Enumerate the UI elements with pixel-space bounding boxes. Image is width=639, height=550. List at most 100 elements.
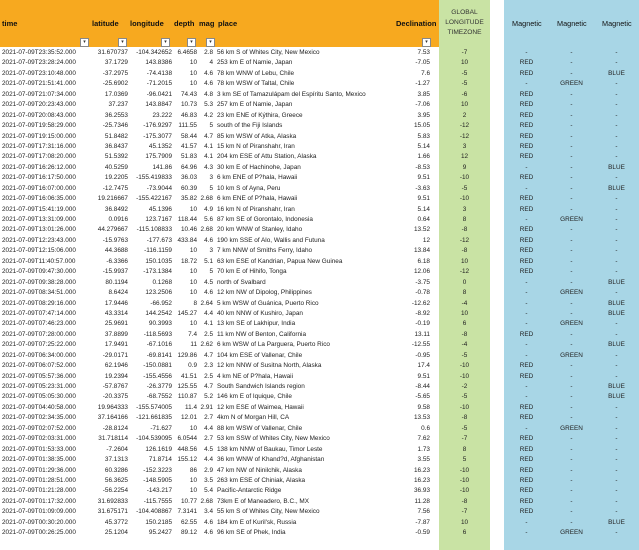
cell-mag[interactable]: 4.6 bbox=[204, 69, 213, 77]
cell-latitude[interactable]: 36.2553 bbox=[104, 111, 128, 119]
cell-depth[interactable]: 111.55 bbox=[178, 122, 197, 130]
cell-place[interactable]: 88 km WSW of Vallenar, Chile bbox=[217, 424, 303, 432]
cell-depth[interactable]: 6.4658 bbox=[177, 49, 197, 56]
cell-timezone[interactable]: 10 bbox=[460, 309, 469, 317]
cell-longitude[interactable]: -96.0421 bbox=[146, 90, 172, 98]
cell-timezone[interactable]: -5 bbox=[461, 424, 468, 432]
cell-magnetic-2[interactable]: - bbox=[570, 49, 573, 56]
cell-declination[interactable]: 16.23 bbox=[414, 466, 430, 474]
cell-magnetic-2[interactable]: - bbox=[570, 508, 573, 516]
cell-magnetic-1[interactable]: RED bbox=[519, 330, 534, 338]
cell-mag[interactable]: 4.4 bbox=[204, 456, 213, 464]
filter-button-time[interactable]: ▾ bbox=[80, 38, 89, 47]
cell-declination[interactable]: -7.06 bbox=[415, 101, 430, 109]
cell-magnetic-3[interactable]: - bbox=[615, 435, 618, 443]
cell-latitude[interactable]: -37.2975 bbox=[102, 69, 128, 77]
cell-place[interactable]: 63 km ESE of Kandrian, Papua New Guinea bbox=[217, 257, 343, 265]
cell-magnetic-3[interactable]: BLUE bbox=[608, 383, 625, 390]
cell-magnetic-1[interactable]: RED bbox=[519, 132, 534, 140]
cell-mag[interactable]: 3.5 bbox=[204, 476, 213, 484]
cell-declination[interactable]: -8.92 bbox=[415, 309, 430, 317]
cell-declination[interactable]: 13.52 bbox=[414, 226, 430, 234]
cell-depth[interactable]: 10 bbox=[189, 320, 197, 328]
cell-magnetic-3[interactable]: - bbox=[615, 142, 618, 150]
cell-place[interactable]: 70 km E of Hihifo, Tonga bbox=[217, 268, 287, 276]
cell-declination[interactable]: -3.63 bbox=[415, 184, 430, 192]
cell-longitude[interactable]: -115.108833 bbox=[136, 226, 172, 234]
cell-depth[interactable]: 10 bbox=[189, 69, 197, 77]
cell-timezone[interactable]: -10 bbox=[459, 487, 470, 495]
cell-magnetic-3[interactable]: BLUE bbox=[608, 299, 625, 307]
cell-time[interactable]: 2021-07-09T20:08:43.000 bbox=[2, 111, 76, 119]
cell-latitude[interactable]: -25.6902 bbox=[102, 80, 128, 88]
cell-latitude[interactable]: 31.675171 bbox=[97, 508, 128, 516]
cell-latitude[interactable]: -6.3366 bbox=[106, 257, 128, 265]
cell-mag[interactable]: 5.3 bbox=[204, 101, 213, 109]
cell-magnetic-1[interactable]: RED bbox=[519, 487, 534, 495]
cell-depth[interactable]: 86 bbox=[189, 466, 197, 474]
cell-timezone[interactable]: -4 bbox=[461, 299, 468, 307]
cell-declination[interactable]: 13.11 bbox=[414, 330, 430, 338]
cell-latitude[interactable]: 36.8437 bbox=[104, 142, 128, 150]
cell-magnetic-3[interactable]: - bbox=[615, 195, 618, 203]
cell-declination[interactable]: 1.66 bbox=[417, 153, 430, 161]
cell-magnetic-2[interactable]: - bbox=[570, 445, 573, 453]
cell-magnetic-2[interactable]: - bbox=[570, 122, 573, 130]
cell-latitude[interactable]: -20.3375 bbox=[102, 393, 128, 401]
cell-time[interactable]: 2021-07-09T07:47:14.000 bbox=[2, 309, 76, 317]
cell-depth[interactable]: 35.82 bbox=[181, 195, 197, 203]
cell-magnetic-3[interactable]: - bbox=[615, 424, 618, 432]
cell-latitude[interactable]: -15.9763 bbox=[102, 236, 128, 244]
cell-timezone[interactable]: 10 bbox=[460, 59, 469, 67]
filter-button-declination[interactable]: ▾ bbox=[422, 38, 431, 47]
cell-place[interactable]: 104 km ESE of Vallenar, Chile bbox=[217, 351, 303, 359]
cell-timezone[interactable]: 2 bbox=[462, 111, 467, 119]
cell-magnetic-1[interactable]: RED bbox=[519, 236, 534, 244]
cell-magnetic-1[interactable]: - bbox=[525, 351, 528, 359]
cell-magnetic-3[interactable]: - bbox=[615, 49, 618, 56]
cell-time[interactable]: 2021-07-09T07:28:00.000 bbox=[2, 330, 76, 338]
cell-place[interactable]: South Sandwich Islands region bbox=[217, 383, 305, 390]
cell-longitude[interactable]: -155.4556 bbox=[143, 372, 172, 380]
cell-magnetic-3[interactable]: - bbox=[615, 487, 618, 495]
cell-declination[interactable]: -12.62 bbox=[411, 299, 430, 307]
cell-time[interactable]: 2021-07-09T07:46:23.000 bbox=[2, 320, 76, 328]
cell-mag[interactable]: 4.7 bbox=[204, 351, 213, 359]
cell-timezone[interactable]: 6 bbox=[462, 320, 467, 328]
cell-longitude[interactable]: -73.9044 bbox=[146, 184, 172, 192]
cell-magnetic-3[interactable]: - bbox=[615, 257, 618, 265]
cell-time[interactable]: 2021-07-09T01:17:32.000 bbox=[2, 497, 76, 505]
cell-declination[interactable]: 3.95 bbox=[417, 111, 430, 119]
cell-longitude[interactable]: 143.8847 bbox=[145, 101, 172, 109]
cell-longitude[interactable]: 123.7167 bbox=[145, 216, 172, 223]
cell-longitude[interactable]: -66.952 bbox=[150, 299, 172, 307]
cell-depth[interactable]: 10 bbox=[189, 278, 197, 286]
cell-declination[interactable]: 0.6 bbox=[421, 424, 430, 432]
cell-declination[interactable]: 6.18 bbox=[417, 257, 430, 265]
cell-magnetic-2[interactable]: GREEN bbox=[560, 216, 583, 223]
cell-magnetic-1[interactable]: - bbox=[525, 163, 528, 171]
cell-magnetic-1[interactable]: RED bbox=[519, 362, 534, 370]
cell-timezone[interactable]: -7 bbox=[461, 435, 468, 443]
cell-magnetic-2[interactable]: - bbox=[570, 195, 573, 203]
cell-mag[interactable]: 4.6 bbox=[204, 236, 213, 244]
cell-time[interactable]: 2021-07-09T12:15:06.000 bbox=[2, 247, 76, 255]
cell-latitude[interactable]: 80.1194 bbox=[105, 278, 128, 286]
cell-timezone[interactable]: -6 bbox=[461, 90, 468, 98]
cell-place[interactable]: 12 km NNW of Susitna North, Alaska bbox=[217, 362, 322, 370]
cell-magnetic-3[interactable]: - bbox=[615, 445, 618, 453]
cell-magnetic-2[interactable]: - bbox=[570, 257, 573, 265]
cell-depth[interactable]: 10.77 bbox=[181, 497, 197, 505]
cell-place[interactable]: 6 km ENE of P?hala, Hawaii bbox=[217, 174, 298, 182]
cell-time[interactable]: 2021-07-09T20:23:43.000 bbox=[2, 101, 76, 109]
cell-declination[interactable]: 15.05 bbox=[414, 122, 430, 130]
cell-magnetic-2[interactable]: - bbox=[570, 372, 573, 380]
cell-time[interactable]: 2021-07-09T01:21:28.000 bbox=[2, 487, 76, 495]
cell-timezone[interactable]: 8 bbox=[462, 216, 467, 223]
cell-place[interactable]: 10 km S of Ayna, Peru bbox=[217, 184, 281, 192]
cell-magnetic-2[interactable]: - bbox=[570, 403, 573, 411]
cell-declination[interactable]: 3.55 bbox=[417, 456, 430, 464]
cell-place[interactable]: 6 km WSW of La Parguera, Puerto Rico bbox=[217, 341, 330, 349]
cell-longitude[interactable]: -104.539095 bbox=[136, 435, 172, 443]
cell-timezone[interactable]: 12 bbox=[460, 153, 469, 161]
